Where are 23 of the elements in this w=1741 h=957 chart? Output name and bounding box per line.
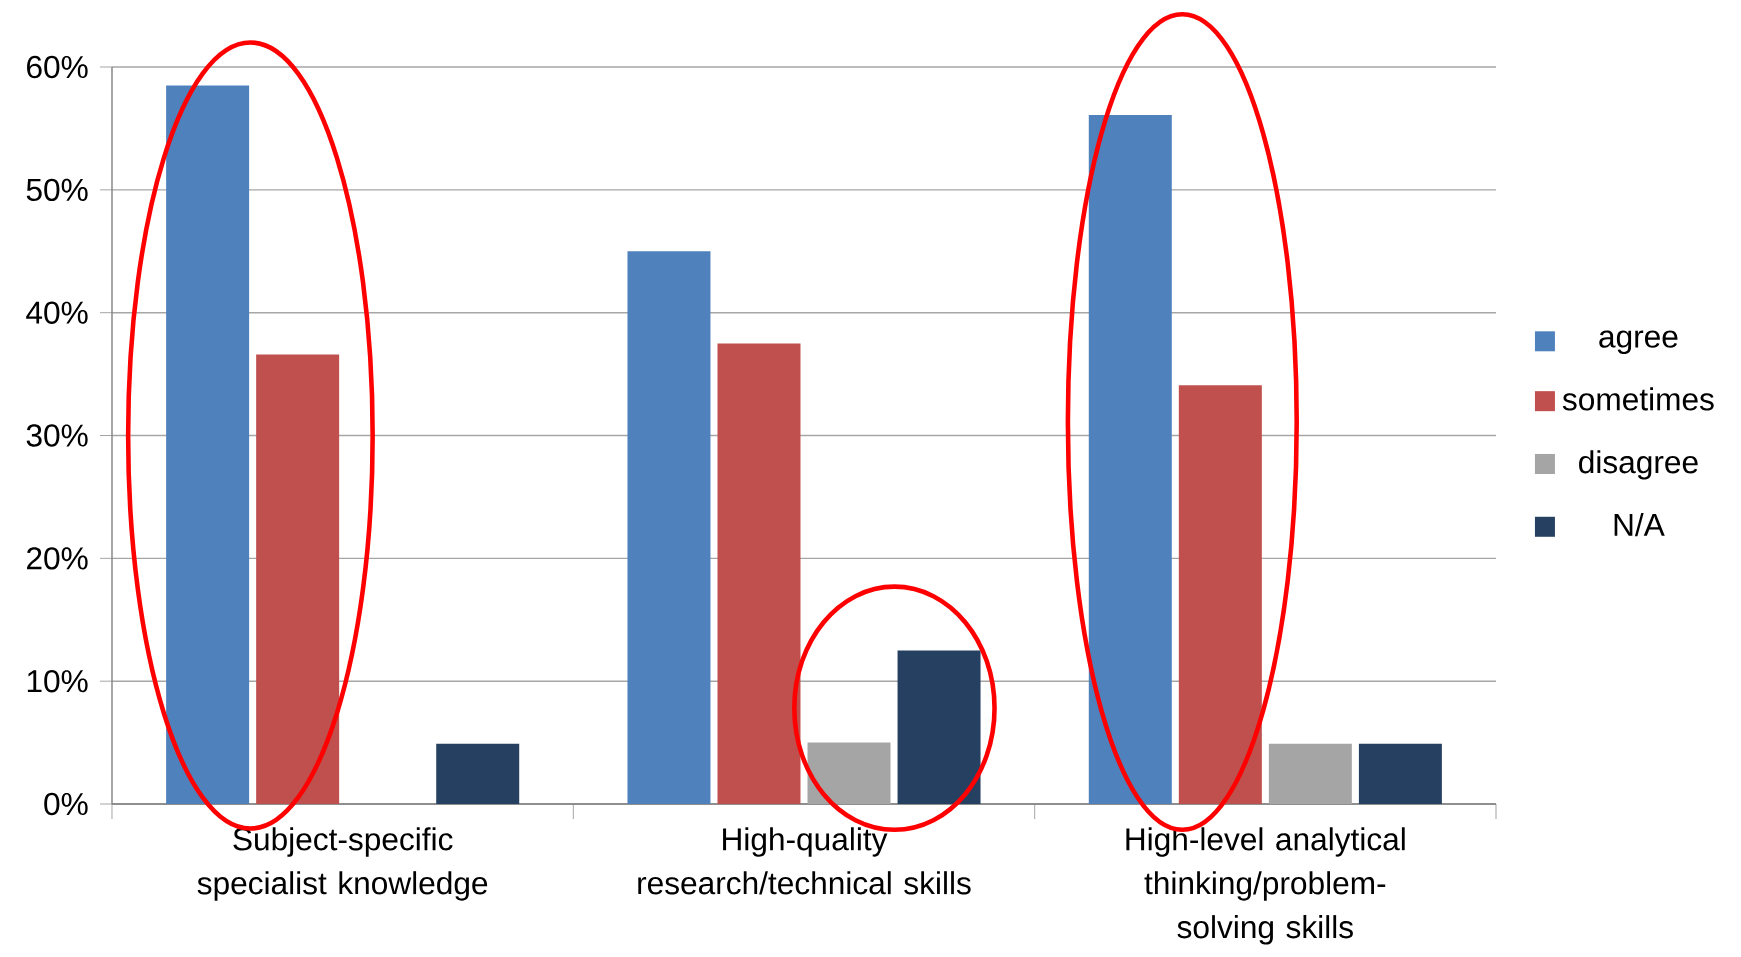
x-tick-label: Subject-specific specialist knowledge bbox=[197, 827, 488, 901]
bar bbox=[897, 650, 981, 805]
legend-label: disagree bbox=[1579, 450, 1698, 480]
y-tick-label: 40% bbox=[26, 301, 88, 324]
x-tick-label: High-level analytical thinking/problem-solving skills bbox=[1126, 827, 1405, 945]
y-tick-label: 60% bbox=[27, 55, 88, 79]
bar bbox=[1358, 743, 1442, 805]
x-tick-label: High-quality research/technical skills bbox=[638, 827, 971, 895]
bar bbox=[717, 343, 801, 805]
bar bbox=[256, 354, 340, 805]
bar bbox=[1268, 743, 1352, 805]
legend-label: agree bbox=[1599, 330, 1678, 354]
bar bbox=[627, 251, 711, 805]
y-tick-label: 30% bbox=[26, 424, 88, 447]
y-tick-label: 50% bbox=[26, 178, 88, 202]
y-tick-label: 0% bbox=[44, 792, 88, 816]
y-tick-label: 10% bbox=[27, 669, 88, 693]
y-tick-label: 20% bbox=[27, 547, 88, 570]
legend-label: N/A bbox=[1614, 512, 1665, 537]
bar bbox=[436, 743, 520, 805]
bar bbox=[1178, 385, 1262, 805]
bar bbox=[807, 742, 891, 805]
legend-label: sometimes bbox=[1562, 387, 1714, 411]
